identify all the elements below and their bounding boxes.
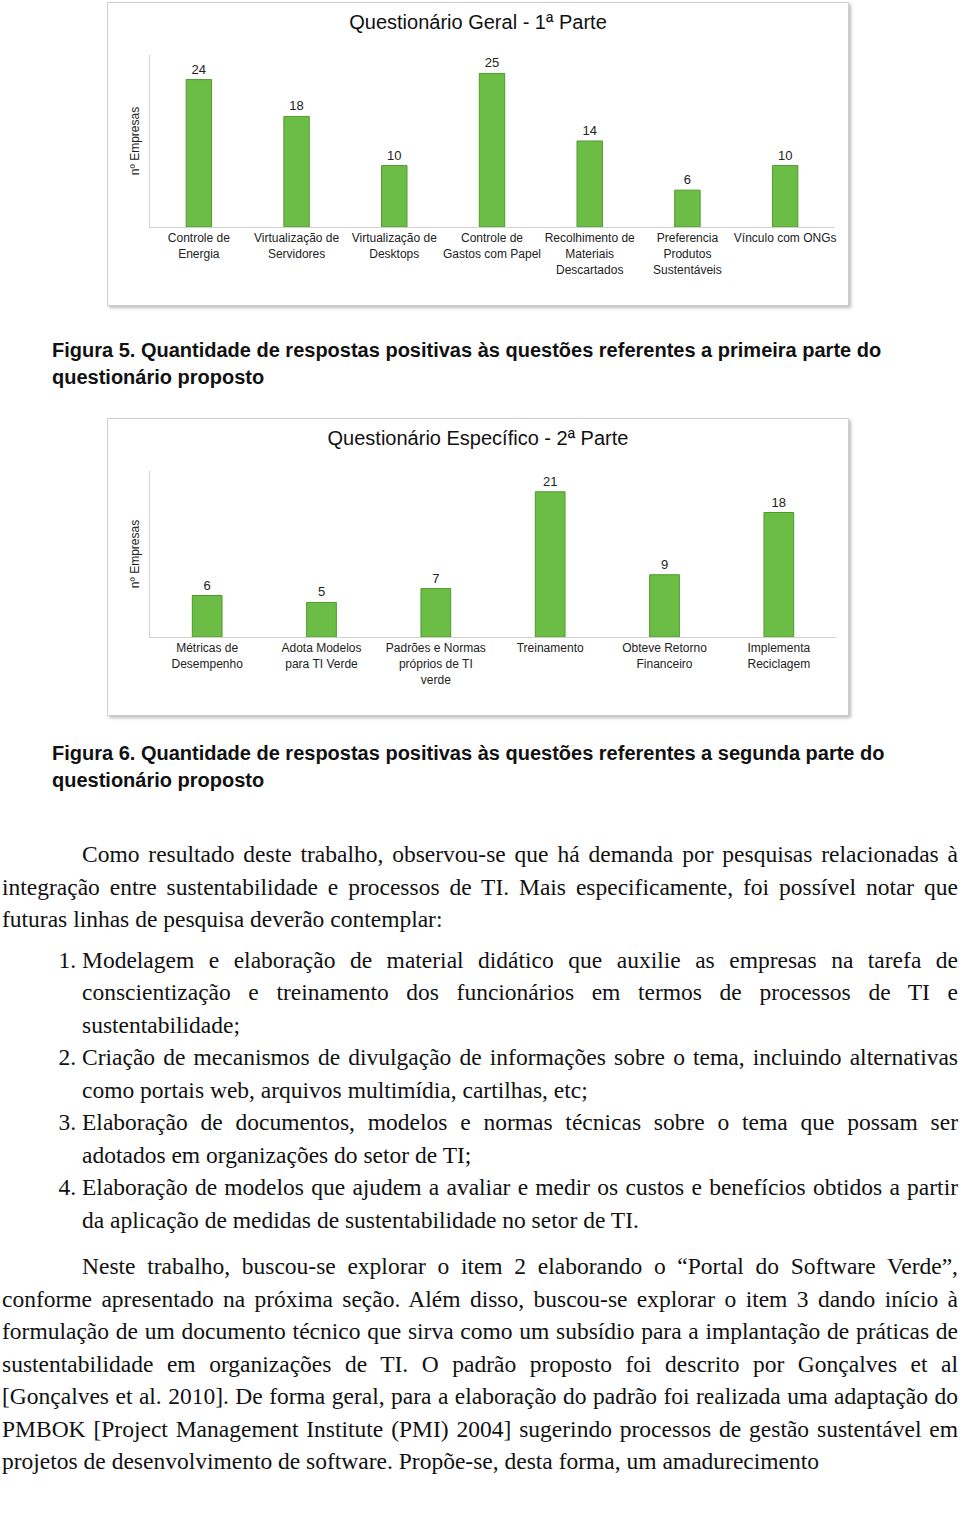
html-text:Figura 6. Quantidade de respos: Figura 6. Quantidade de respostas positi… [52, 742, 885, 791]
svg-text:5: 5 [318, 584, 325, 599]
svg-text:Controle deEnergia: Controle deEnergia [168, 231, 230, 261]
html-text:Elaboração de modelos que ajud: Elaboração de modelos que ajudem a avali… [82, 1174, 958, 1233]
svg-text:18: 18 [772, 495, 786, 510]
svg-text:Virtualização deDesktops: Virtualização deDesktops [352, 231, 437, 261]
svg-text:25: 25 [485, 55, 499, 70]
svg-text:ImplementaReciclagem: ImplementaReciclagem [747, 641, 810, 671]
svg-text:6: 6 [204, 578, 211, 593]
svg-text:14: 14 [582, 123, 596, 138]
svg-text:10: 10 [778, 148, 792, 163]
svg-text:Questionário Específico - 2ª P: Questionário Específico - 2ª Parte [328, 427, 629, 449]
html-text:Como resultado deste trabalho,: Como resultado deste trabalho, observou-… [2, 841, 958, 932]
svg-text:18: 18 [289, 98, 303, 113]
svg-text:nº Empresas: nº Empresas [128, 107, 142, 175]
svg-text:Questionário Geral - 1ª Parte: Questionário Geral - 1ª Parte [349, 11, 607, 33]
svg-text:6: 6 [684, 172, 691, 187]
svg-text:Adota Modelospara TI Verde: Adota Modelospara TI Verde [281, 641, 361, 671]
svg-text:PreferenciaProdutosSustentávei: PreferenciaProdutosSustentáveis [653, 231, 722, 276]
svg-text:24: 24 [192, 62, 206, 77]
svg-text:Métricas deDesempenho: Métricas deDesempenho [171, 641, 243, 671]
svg-text:21: 21 [543, 474, 557, 489]
svg-text:9: 9 [661, 557, 668, 572]
svg-text:7: 7 [432, 571, 439, 586]
svg-text:nº Empresas: nº Empresas [128, 520, 142, 588]
svg-text:Vínculo com ONGs: Vínculo com ONGs [734, 231, 837, 245]
svg-text:Virtualização deServidores: Virtualização deServidores [254, 231, 339, 261]
html-text:Elaboração de documentos, mode: Elaboração de documentos, modelos e norm… [82, 1109, 958, 1168]
svg-text:Controle deGastos com Papel: Controle deGastos com Papel [443, 231, 541, 261]
svg-text:Recolhimento deMateriaisDescar: Recolhimento deMateriaisDescartados [545, 231, 635, 276]
html-text:Criação de mecanismos de divul: Criação de mecanismos de divulgação de i… [82, 1044, 958, 1103]
svg-text:Padrões e Normaspróprios de TI: Padrões e Normaspróprios de TIverde [386, 641, 486, 686]
html-text:Figura 5. Quantidade de respos: Figura 5. Quantidade de respostas positi… [52, 339, 882, 388]
html-text:Modelagem e elaboração de mate: Modelagem e elaboração de material didát… [82, 946, 958, 1038]
svg-text:10: 10 [387, 148, 401, 163]
html-text:Neste trabalho, buscou-se expl: Neste trabalho, buscou-se explorar o ite… [2, 1253, 958, 1474]
svg-text:Obteve RetornoFinanceiro: Obteve RetornoFinanceiro [622, 641, 707, 671]
svg-text:Treinamento: Treinamento [517, 641, 584, 655]
